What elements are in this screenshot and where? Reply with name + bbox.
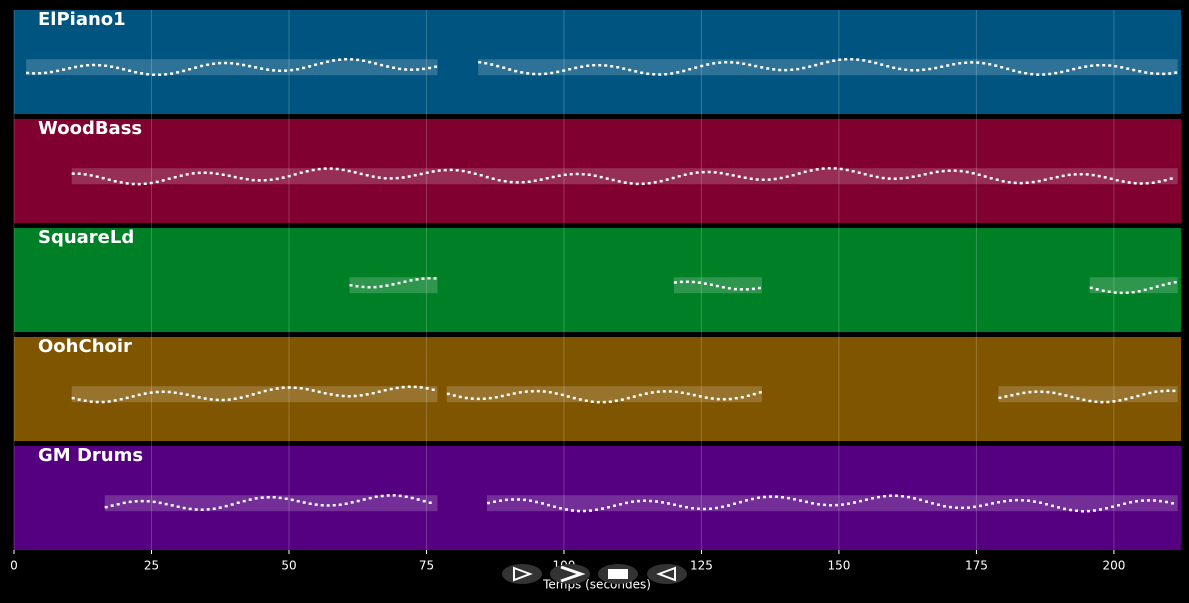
note-texture [998, 389, 1176, 404]
stop-button[interactable] [598, 564, 638, 584]
note-texture [349, 277, 437, 289]
note-span [104, 495, 438, 512]
track-background [14, 10, 1181, 114]
playback-controls [502, 564, 687, 584]
note-texture [26, 58, 438, 77]
x-tick-label: 150 [827, 559, 850, 573]
note-texture [71, 385, 435, 404]
note-texture [487, 494, 1174, 513]
track-background [14, 228, 1181, 332]
note-texture [673, 280, 761, 291]
note-span [1089, 277, 1178, 294]
note-texture [446, 389, 762, 404]
note-texture [478, 57, 1178, 76]
x-tick-label: 25 [144, 559, 159, 573]
track-name: OohChoir [38, 336, 132, 357]
back-button[interactable] [647, 564, 687, 584]
note-span [446, 386, 762, 403]
track-name: GM Drums [38, 445, 143, 466]
x-tick-label: 175 [965, 559, 988, 573]
note-texture [104, 494, 432, 511]
track-name: ElPiano1 [38, 9, 126, 30]
note-span [486, 495, 1178, 512]
track-background [14, 119, 1181, 223]
x-tick-label: 75 [419, 559, 434, 573]
track-name: SquareLd [38, 227, 134, 248]
note-texture [1089, 281, 1177, 295]
play-button[interactable] [502, 564, 542, 584]
x-tick-label: 125 [690, 559, 713, 573]
note-span [26, 59, 438, 76]
forward-button[interactable] [550, 564, 590, 584]
x-tick-label: 200 [1102, 559, 1125, 573]
x-tick-label: 0 [10, 559, 18, 573]
track-name: WoodBass [38, 118, 142, 139]
x-tick-label: 50 [281, 559, 296, 573]
track-background [14, 446, 1181, 550]
note-span [478, 59, 1178, 76]
track-background [14, 337, 1181, 441]
note-texture [71, 167, 1173, 186]
